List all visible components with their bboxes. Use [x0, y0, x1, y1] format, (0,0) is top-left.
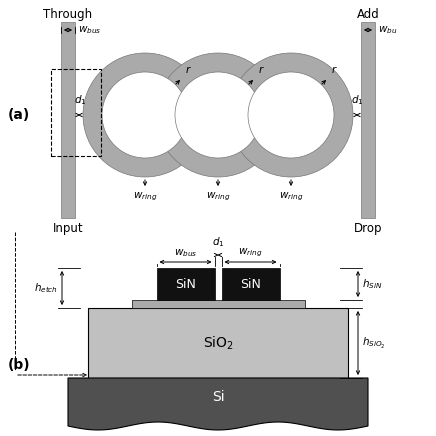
Circle shape [102, 72, 188, 158]
Text: Drop: Drop [354, 222, 382, 235]
Text: $d_1$: $d_1$ [351, 93, 363, 107]
Text: $w_{ring}$: $w_{ring}$ [206, 191, 230, 204]
Text: $r$: $r$ [185, 64, 192, 75]
Bar [51, 69, 101, 156]
Bar [221, 268, 279, 300]
Polygon shape [68, 378, 368, 430]
Text: $w_{bu}$: $w_{bu}$ [378, 24, 397, 36]
Circle shape [83, 53, 207, 177]
Text: Input: Input [53, 222, 83, 235]
Circle shape [229, 53, 353, 177]
Text: $w_{ring}$: $w_{ring}$ [133, 191, 157, 204]
Text: $h_{SiN}$: $h_{SiN}$ [362, 277, 382, 291]
Text: $w_{ring}$: $w_{ring}$ [238, 247, 263, 259]
Text: $d_2$: $d_2$ [175, 93, 188, 107]
Text: $r$: $r$ [258, 64, 265, 75]
Bar [61, 22, 75, 218]
Text: Si: Si [212, 390, 224, 404]
Text: (a): (a) [8, 108, 30, 122]
Text: $r$: $r$ [331, 64, 338, 75]
Text: $h_{etch}$: $h_{etch}$ [34, 281, 58, 295]
Text: SiN: SiN [175, 277, 196, 290]
Bar [157, 268, 215, 300]
Bar [132, 300, 304, 308]
Text: Through: Through [44, 8, 92, 21]
Text: SiO$_2$: SiO$_2$ [203, 334, 233, 352]
Bar [361, 22, 375, 218]
Text: $d_1$: $d_1$ [212, 235, 224, 249]
Text: $w_{ring}$: $w_{ring}$ [279, 191, 303, 204]
Text: SiN: SiN [240, 277, 261, 290]
Circle shape [248, 72, 334, 158]
Bar [88, 308, 348, 378]
Circle shape [175, 72, 261, 158]
Text: $w_{bus}$: $w_{bus}$ [78, 24, 101, 36]
Text: Add: Add [357, 8, 379, 21]
Text: (b): (b) [8, 358, 31, 372]
Circle shape [156, 53, 280, 177]
Text: $h_{SiO_2}$: $h_{SiO_2}$ [362, 335, 386, 351]
Text: $d_2$: $d_2$ [248, 93, 261, 107]
Text: $w_{bus}$: $w_{bus}$ [174, 247, 197, 259]
Text: $d_1$: $d_1$ [74, 93, 86, 107]
